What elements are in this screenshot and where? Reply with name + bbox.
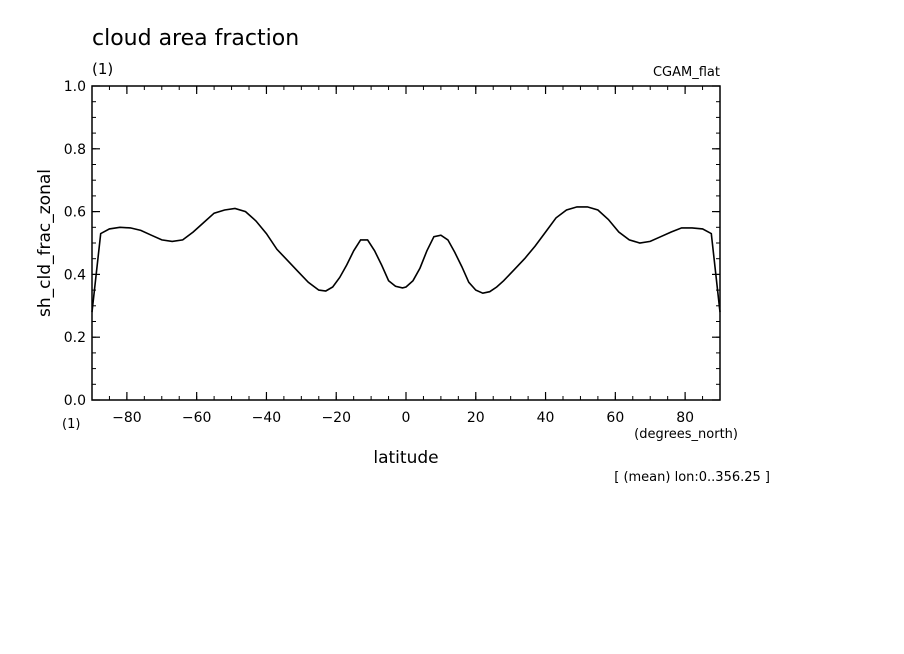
x-tick-label: 0: [402, 410, 411, 426]
y-tick-label: 0.2: [64, 330, 86, 346]
x-tick-label: 60: [606, 410, 624, 426]
units-label: (1): [92, 60, 113, 78]
x-tick-label: −40: [252, 410, 282, 426]
y-axis: 0.0 0.2 0.4 0.6 0.8 1.0: [64, 79, 720, 409]
y-axis-units: (1): [62, 417, 80, 432]
x-tick-label: −80: [112, 410, 142, 426]
y-tick-label: 0.6: [64, 205, 86, 221]
y-tick-label: 0.4: [64, 267, 86, 283]
y-tick-label: 1.0: [64, 79, 86, 95]
series-line-cloud-fraction: [91, 206, 721, 313]
minor-ticks: [91, 85, 721, 401]
plot-frame: [91, 85, 721, 401]
x-tick-label: −20: [321, 410, 351, 426]
x-tick-label: 80: [676, 410, 694, 426]
y-tick-label: 0.0: [64, 393, 86, 409]
y-axis-label: sh_cld_frac_zonal: [35, 169, 55, 317]
x-axis-label: latitude: [373, 448, 438, 468]
chart-title: cloud area fraction: [92, 26, 299, 51]
x-tick-label: 40: [537, 410, 555, 426]
x-tick-label: 20: [467, 410, 485, 426]
x-axis: −80 −60 −40 −20 0 20 40 60 80: [112, 86, 694, 426]
x-tick-label: −60: [182, 410, 212, 426]
x-axis-units: (degrees_north): [634, 427, 738, 442]
averaging-annotation: [ (mean) lon:0..356.25 ]: [614, 470, 770, 485]
dataset-label: CGAM_flat: [653, 65, 720, 80]
y-tick-label: 0.8: [64, 142, 86, 158]
